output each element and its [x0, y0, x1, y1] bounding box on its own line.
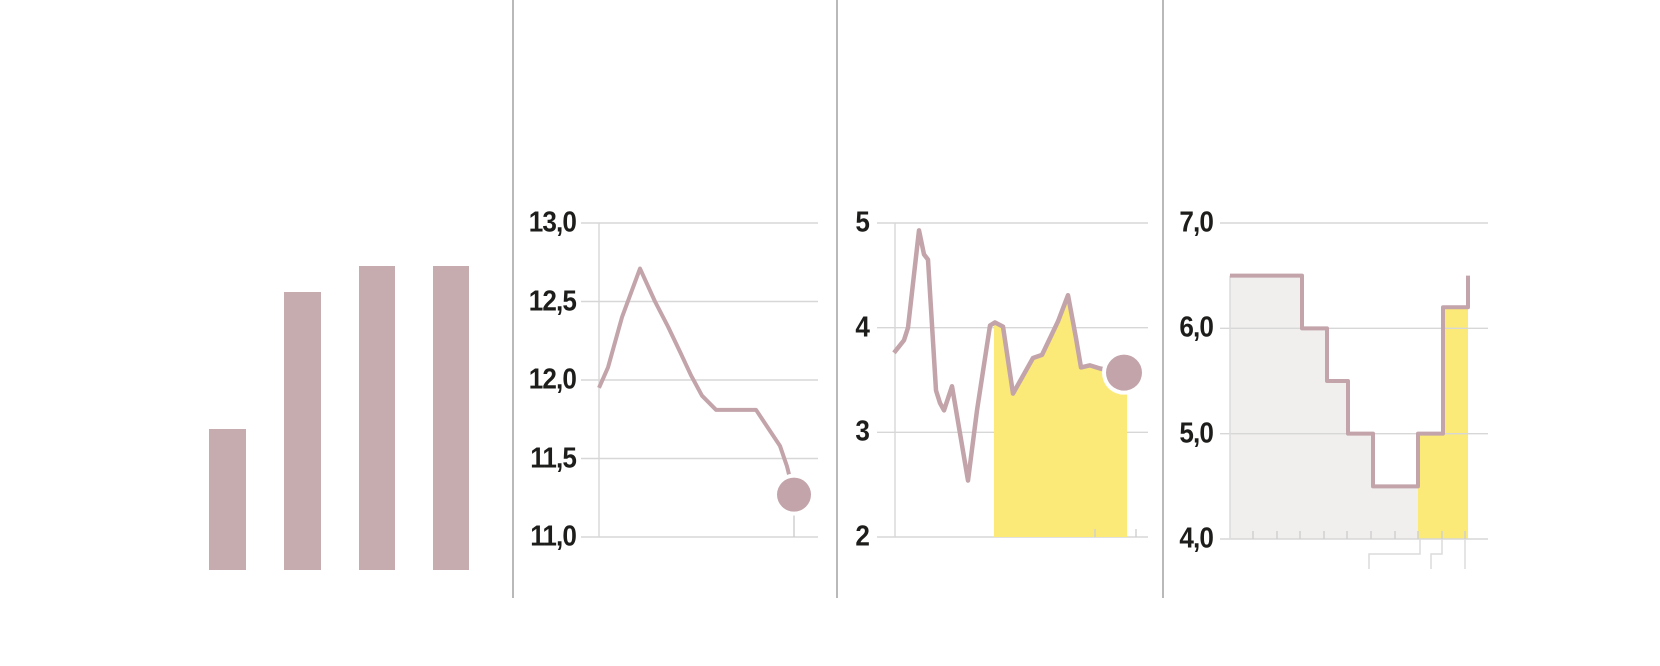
- y-axis-tick-label: 5: [855, 206, 870, 239]
- bar: [284, 292, 321, 570]
- y-axis-tick-label: 11,0: [530, 520, 577, 553]
- highlight-area: [994, 295, 1127, 537]
- data-line: [892, 228, 1125, 483]
- bar-chart: [209, 266, 469, 570]
- end-dot: [777, 477, 811, 512]
- panel-divider: [1162, 0, 1164, 598]
- leader-line: [1430, 539, 1443, 569]
- y-axis-tick-label: 5,0: [1179, 417, 1213, 450]
- y-axis-tick-label: 12,5: [528, 285, 577, 317]
- y-axis-tick-label: 3: [855, 415, 870, 448]
- y-axis-tick-label: 4,0: [1179, 522, 1213, 555]
- gridlines: [581, 222, 818, 538]
- y-axis-tick-label: 13,0: [528, 206, 577, 239]
- y-axis-tick-label: 11,5: [530, 442, 577, 474]
- y-axis-tick-label: 2: [855, 520, 870, 553]
- step-line: [1230, 273, 1470, 489]
- y-axis-tick-label: 7,0: [1179, 206, 1213, 239]
- y-axis-tick-label: 12,0: [528, 363, 577, 396]
- end-dot: [1106, 354, 1142, 391]
- panel-divider: [836, 0, 838, 598]
- panel-divider: [512, 0, 514, 598]
- bar: [209, 429, 246, 570]
- y-axis-tick-label: 6,0: [1179, 311, 1213, 344]
- step-area-gray: [1230, 275, 1418, 539]
- leader-line: [1368, 539, 1421, 569]
- bar: [433, 266, 469, 570]
- bar: [359, 266, 395, 570]
- data-line: [597, 266, 796, 496]
- y-axis-tick-label: 4: [855, 311, 870, 344]
